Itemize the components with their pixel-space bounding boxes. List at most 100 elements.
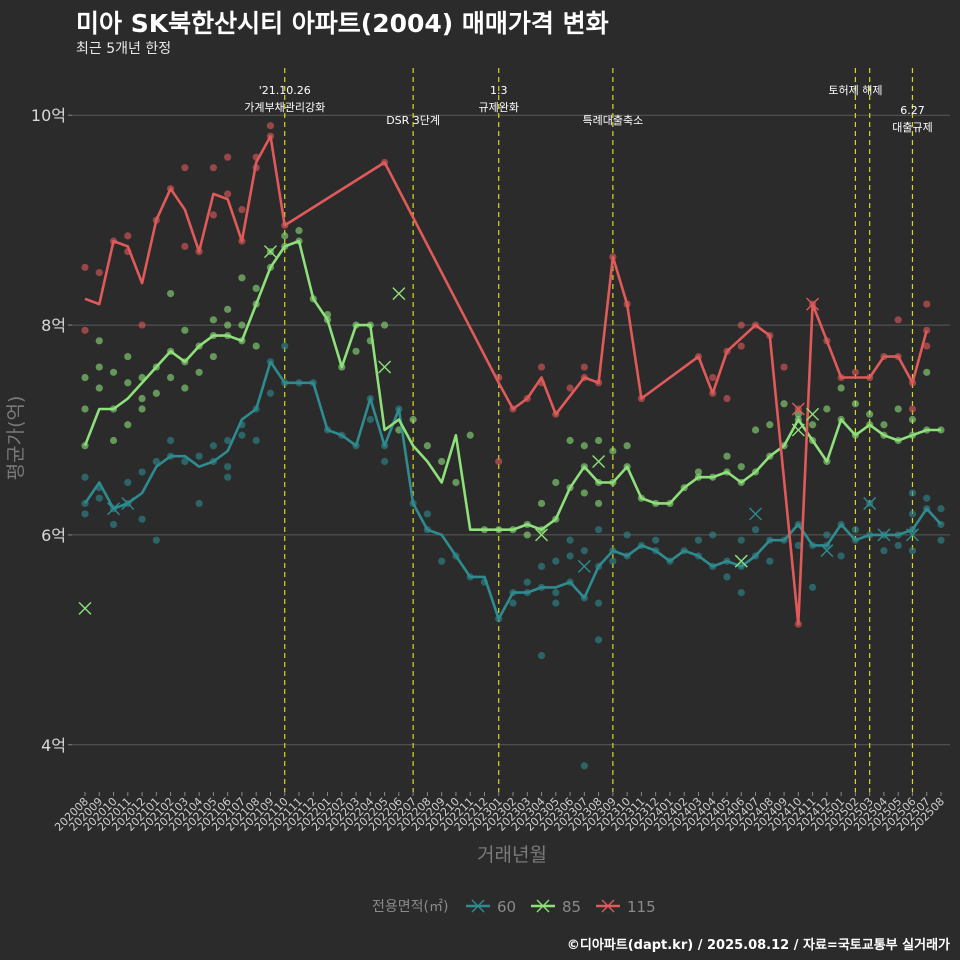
cancelled-marks: [78, 245, 919, 615]
point-60: [523, 578, 531, 586]
point-60: [794, 541, 802, 550]
point-115: [709, 373, 717, 382]
point-60: [937, 536, 945, 544]
point-85: [766, 421, 774, 429]
event-label: 토허제 해제: [828, 83, 882, 97]
point-85: [381, 321, 389, 329]
point-85: [167, 373, 175, 382]
point-85: [438, 457, 446, 466]
cross-85: [592, 454, 606, 468]
point-115: [566, 384, 574, 392]
point-85: [723, 452, 731, 460]
point-60: [937, 505, 945, 513]
point-115: [224, 153, 232, 161]
point-60: [595, 526, 603, 534]
point-85: [537, 499, 546, 508]
point-60: [566, 536, 574, 544]
point-85: [866, 410, 874, 418]
point-60: [509, 599, 517, 607]
point-85: [580, 442, 588, 450]
point-60: [167, 436, 175, 445]
point-60: [737, 536, 745, 544]
point-115: [209, 211, 217, 219]
point-60: [95, 494, 103, 502]
point-60: [81, 473, 89, 481]
point-115: [580, 363, 588, 371]
point-60: [552, 557, 560, 565]
point-85: [595, 499, 603, 508]
point-60: [181, 457, 189, 466]
point-85: [224, 321, 232, 329]
line-85: [83, 239, 941, 531]
point-60: [138, 515, 146, 523]
point-60: [580, 762, 588, 770]
point-115: [181, 242, 189, 250]
event-label: 6.27: [900, 104, 925, 117]
line-60: [83, 360, 942, 621]
event-label: DSR 3단계: [386, 114, 440, 127]
point-85: [167, 289, 175, 298]
point-115: [908, 405, 917, 413]
point-85: [694, 468, 703, 476]
point-60: [709, 531, 717, 539]
point-60: [908, 489, 917, 497]
point-115: [224, 190, 232, 198]
point-85: [138, 394, 146, 403]
y-tick-label: 8억: [41, 316, 66, 335]
point-115: [138, 321, 146, 329]
point-85: [466, 431, 474, 439]
point-85: [923, 368, 931, 376]
point-85: [809, 421, 817, 429]
point-85: [81, 405, 89, 413]
cross-60: [863, 496, 877, 510]
legend-cross-85: [536, 899, 550, 913]
cross-60: [749, 507, 763, 521]
point-85: [908, 415, 917, 424]
point-60: [266, 389, 275, 397]
point-60: [908, 547, 917, 555]
point-85: [124, 421, 132, 429]
point-115: [737, 321, 745, 329]
point-85: [566, 436, 574, 445]
legend-label-60: 60: [497, 898, 516, 916]
event-label: 가계부채관리강화: [244, 101, 325, 114]
point-85: [737, 463, 745, 471]
cross-60: [905, 528, 919, 542]
point-60: [737, 589, 745, 597]
point-115: [537, 363, 546, 371]
event-label: 규제완화: [478, 101, 518, 114]
point-115: [81, 263, 89, 271]
legend-cross-115: [601, 899, 615, 913]
point-60: [138, 468, 146, 476]
point-60: [124, 478, 132, 487]
legend-cross-60: [471, 899, 485, 913]
point-85: [209, 316, 217, 324]
chart-subtitle: 최근 5개년 한정: [76, 41, 172, 57]
point-85: [851, 400, 860, 408]
point-60: [880, 547, 888, 555]
point-85: [623, 442, 631, 450]
cross-85: [734, 554, 748, 568]
point-60: [224, 463, 232, 471]
cross-85: [78, 601, 92, 615]
cross-60: [577, 559, 591, 573]
point-115: [266, 122, 275, 130]
point-85: [880, 421, 888, 429]
point-85: [295, 227, 303, 235]
point-115: [238, 206, 246, 214]
cross-85: [392, 287, 406, 301]
point-85: [595, 436, 603, 445]
point-60: [623, 531, 631, 539]
point-85: [423, 442, 431, 450]
legend: 전용면적(㎡) 60 85 115: [372, 898, 656, 916]
point-85: [780, 400, 788, 408]
cross-85: [378, 360, 392, 374]
point-60: [152, 536, 160, 544]
point-85: [124, 352, 132, 361]
line-115: [84, 134, 928, 626]
x-axis-title: 거래년월: [477, 844, 547, 866]
point-115: [181, 164, 189, 172]
point-60: [537, 651, 546, 660]
point-60: [851, 526, 860, 534]
average-lines: [83, 134, 942, 626]
